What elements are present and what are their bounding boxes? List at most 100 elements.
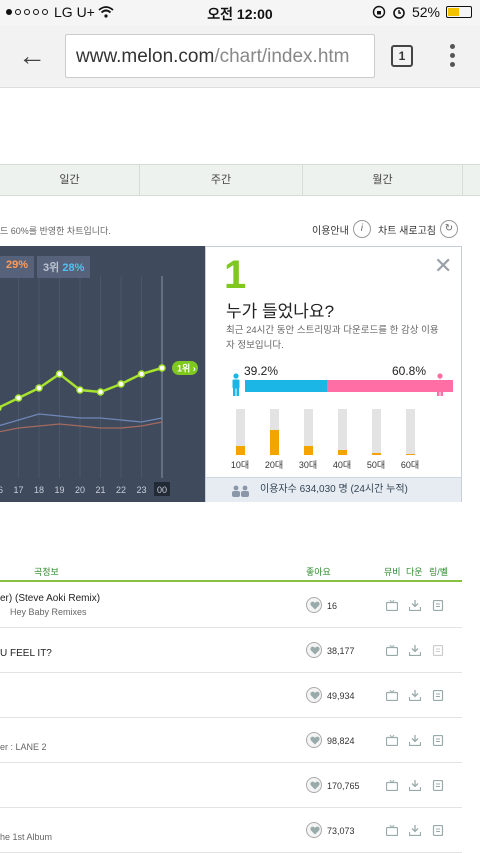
like-count: 49,934	[327, 691, 355, 701]
male-percent: 39.2%	[244, 364, 279, 378]
music-video-icon[interactable]	[386, 735, 398, 746]
age-column: 10대	[226, 409, 254, 471]
x-tick-label: 21	[95, 485, 105, 495]
data-point[interactable]	[0, 404, 2, 412]
data-point[interactable]	[14, 394, 23, 402]
like-count: 170,765	[327, 781, 360, 791]
age-bar-track	[405, 409, 415, 455]
info-icon: i	[352, 220, 371, 238]
url-field[interactable]: www.melon.com/chart/index.htm	[65, 34, 375, 78]
song-row[interactable]: er : LANE 2 98,824	[0, 718, 462, 763]
header-like: 좋아요	[306, 567, 331, 577]
age-column: 50대	[362, 409, 390, 471]
music-video-icon[interactable]	[386, 780, 398, 791]
x-tick-label: 22	[116, 485, 126, 495]
ringtone-icon[interactable]	[432, 690, 444, 701]
current-rank-label: 1위 ›	[177, 363, 196, 374]
age-label: 50대	[366, 460, 386, 470]
wifi-icon	[98, 6, 114, 18]
album-name[interactable]: er : LANE 2	[0, 742, 47, 752]
data-point[interactable]	[55, 370, 64, 378]
like-count: 38,177	[327, 646, 355, 656]
chart-refresh-link[interactable]: 차트 새로고침 ↻	[378, 220, 458, 238]
back-arrow-icon[interactable]: ←	[18, 40, 46, 71]
age-bar-fill	[337, 450, 347, 455]
header-ring: 링/벨	[429, 567, 449, 577]
download-icon[interactable]	[409, 735, 421, 746]
age-label: 60대	[400, 460, 420, 470]
tab-daily[interactable]: 일간	[0, 165, 140, 195]
download-icon[interactable]	[409, 645, 421, 656]
user-count: 이용자수 634,030 명 (24시간 누적)	[260, 484, 408, 495]
panel-description: 최근 24시간 동안 스트리밍과 다운로드를 한 감상 이용자 정보입니다.	[226, 325, 439, 351]
data-point[interactable]	[117, 380, 125, 388]
like-button[interactable]	[306, 642, 322, 658]
ringtone-icon[interactable]	[432, 645, 444, 656]
heart-icon	[310, 691, 320, 700]
signal-dot-icon	[15, 9, 21, 15]
rank-badges: 29% 3위 28%	[0, 256, 93, 278]
like-button[interactable]	[306, 687, 322, 703]
heart-icon	[310, 736, 320, 745]
download-icon[interactable]	[409, 690, 421, 701]
album-name[interactable]: Hey Baby Remixes	[10, 607, 87, 617]
close-icon[interactable]: ✕	[434, 253, 453, 278]
signal-dot-icon	[24, 9, 30, 15]
age-bar-track	[337, 409, 347, 455]
female-icon	[435, 373, 445, 396]
music-video-icon[interactable]	[386, 690, 398, 701]
song-row[interactable]: 170,765	[0, 763, 462, 808]
like-button[interactable]	[306, 777, 322, 793]
age-label: 20대	[264, 460, 284, 470]
age-bar-track	[269, 409, 279, 455]
series-line-2	[0, 413, 163, 427]
music-video-icon[interactable]	[386, 600, 398, 611]
data-point[interactable]	[137, 370, 146, 378]
usage-guide-link[interactable]: 이용안내 i	[312, 220, 371, 238]
data-point[interactable]	[158, 364, 166, 372]
listener-panel: 1 ✕ 누가 들었나요? 최근 24시간 동안 스트리밍과 다운로드를 한 감상…	[205, 246, 462, 502]
signal-dot-icon	[6, 9, 12, 15]
song-title[interactable]: er) (Steve Aoki Remix)	[0, 593, 101, 604]
current-hour-highlight	[154, 482, 170, 496]
ringtone-icon[interactable]	[432, 825, 444, 836]
tab-monthly[interactable]: 월간	[303, 165, 463, 195]
chart-notice: 드 60%를 반영한 차트입니다.	[0, 226, 111, 236]
album-name[interactable]: he 1st Album	[0, 832, 53, 842]
ringtone-icon[interactable]	[432, 600, 444, 611]
download-icon[interactable]	[409, 825, 421, 836]
like-button[interactable]	[306, 732, 322, 748]
download-icon[interactable]	[409, 780, 421, 791]
battery-icon	[446, 6, 472, 18]
carrier-name: LG U+	[54, 4, 95, 20]
tab-weekly[interactable]: 주간	[140, 165, 303, 195]
like-button[interactable]	[306, 597, 322, 613]
ringtone-icon[interactable]	[432, 780, 444, 791]
like-count: 98,824	[327, 736, 355, 746]
signal-indicator: LG U+	[6, 4, 114, 20]
tab-switcher-button[interactable]: 1	[391, 45, 413, 67]
download-icon[interactable]	[409, 600, 421, 611]
song-row[interactable]: er) (Steve Aoki Remix) Hey Baby Remixes 16	[0, 583, 462, 628]
song-row[interactable]: he 1st Album 73,073	[0, 808, 462, 853]
like-button[interactable]	[306, 822, 322, 838]
usage-guide-label: 이용안내	[312, 225, 349, 237]
data-point[interactable]	[96, 388, 105, 396]
song-title[interactable]: U FEEL IT?	[0, 648, 52, 659]
music-video-icon[interactable]	[386, 825, 398, 836]
url-domain: www.melon.com	[76, 46, 215, 67]
song-list-header: 곡정보 좋아요 뮤비 다운 링/벨	[0, 560, 462, 582]
rank-badge: 3위 28%	[37, 256, 91, 278]
series-line-3	[0, 421, 163, 433]
data-point[interactable]	[35, 384, 43, 392]
refresh-label: 차트 새로고침	[378, 225, 436, 237]
music-video-icon[interactable]	[386, 645, 398, 656]
song-row[interactable]: U FEEL IT? 38,177	[0, 628, 462, 673]
data-point[interactable]	[76, 386, 84, 394]
heart-icon	[310, 781, 320, 790]
battery-percent: 52%	[411, 4, 440, 20]
overflow-menu-icon[interactable]	[446, 42, 458, 70]
signal-dot-icon	[33, 9, 39, 15]
ringtone-icon[interactable]	[432, 735, 444, 746]
song-row[interactable]: 49,934	[0, 673, 462, 718]
